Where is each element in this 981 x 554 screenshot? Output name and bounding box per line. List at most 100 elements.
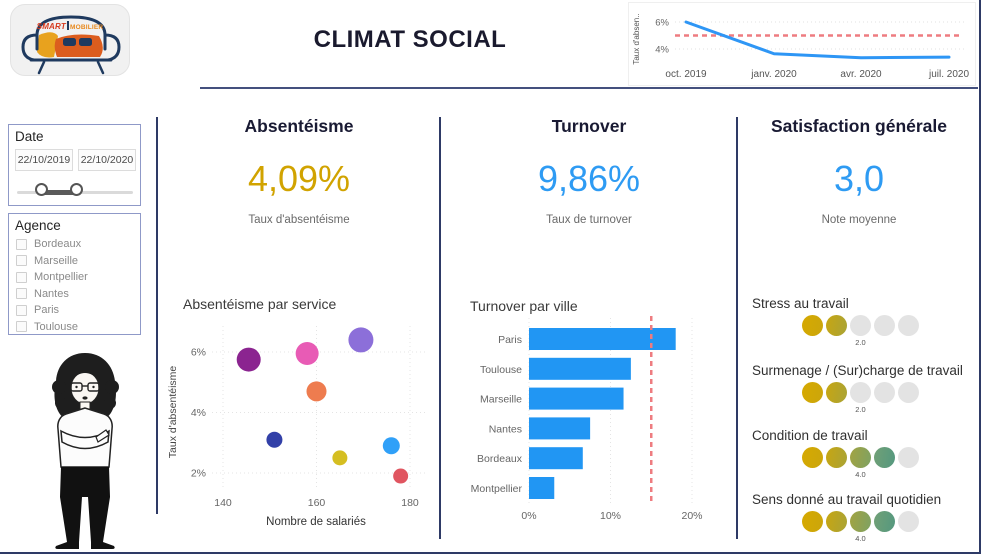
rating-dot-filled (850, 511, 871, 532)
turnover-bar[interactable] (529, 328, 676, 350)
rating-dot-filled (802, 511, 823, 532)
scatter-point[interactable] (295, 342, 319, 366)
rating-dot-filled (850, 447, 871, 468)
svg-text:4%: 4% (191, 407, 206, 419)
rating-dot-empty (850, 315, 871, 336)
checkbox-unchecked[interactable] (16, 255, 27, 266)
agence-option-toulouse[interactable]: Toulouse (16, 321, 140, 333)
turnover-par-ville-chart[interactable]: 0% 10% 20% Paris Toulouse Marseille Nantes Bord… (455, 312, 735, 537)
divider-col1-col2 (439, 117, 441, 539)
scatter-point[interactable] (393, 468, 409, 484)
brand-right: MOBILIER (69, 24, 104, 31)
svg-text:160: 160 (308, 497, 326, 509)
rating-dot-filled (874, 447, 895, 468)
woman-illustration (28, 345, 143, 552)
satisfaction-ratings: Stress au travail 2.0 Surmenage / (Sur)cha… (752, 0, 970, 552)
turnover-header: Turnover (551, 116, 627, 136)
turnover-bar[interactable] (529, 357, 631, 380)
scatter-point[interactable] (348, 327, 374, 353)
scatter-point[interactable] (266, 431, 283, 448)
agence-option-montpellier[interactable]: Montpellier (16, 271, 140, 283)
date-filter: Date (8, 124, 141, 206)
agence-option-label: Nantes (34, 287, 69, 300)
agence-option-label: Marseille (34, 254, 79, 267)
turnover-bar[interactable] (529, 477, 555, 499)
checkbox-unchecked[interactable] (16, 321, 27, 332)
turnover-kpi-value[interactable]: 9,86% (537, 158, 641, 199)
divider-col2-col3 (736, 117, 738, 539)
title-underline (200, 87, 978, 89)
scatter-point[interactable] (306, 381, 327, 402)
absenteisme-kpi-value[interactable]: 4,09% (247, 158, 351, 199)
rating-label: Surmenage / (Sur)charge de travail (752, 363, 963, 378)
turnover-bar[interactable] (529, 387, 624, 410)
rating-value: 2.0 (855, 405, 866, 414)
rating-value: 2.0 (855, 338, 866, 347)
absenteisme-kpi-caption: Taux d'absentéisme (248, 214, 350, 226)
svg-text:Nombre de salariés: Nombre de salariés (266, 516, 366, 528)
turnover-bar[interactable] (529, 447, 583, 470)
checkbox-unchecked[interactable] (16, 271, 27, 283)
svg-text:Paris: Paris (498, 334, 522, 346)
date-end-input[interactable] (78, 149, 136, 171)
svg-text:10%: 10% (600, 510, 621, 522)
scatter-point[interactable] (332, 450, 348, 466)
svg-text:janv. 2020: janv. 2020 (750, 69, 797, 80)
couch-icon (21, 15, 121, 75)
rating-dot-empty (898, 447, 919, 468)
svg-text:Marseille: Marseille (480, 394, 522, 406)
checkbox-unchecked[interactable] (16, 288, 27, 299)
turnover-kpi-caption: Taux de turnover (546, 214, 632, 226)
svg-text:4%: 4% (655, 45, 669, 56)
rating-dot-empty (874, 382, 895, 403)
scatter-chart-title: Absentéisme par service (183, 296, 337, 312)
date-filter-title: Date (15, 129, 44, 144)
agence-option-bordeaux[interactable]: Bordeaux (16, 238, 140, 250)
scatter-point[interactable] (236, 347, 261, 372)
slider-handle-end[interactable] (70, 183, 83, 196)
svg-text:Toulouse: Toulouse (480, 364, 522, 376)
svg-text:2%: 2% (191, 468, 206, 480)
rating-dot-filled (826, 511, 847, 532)
agence-option-nantes[interactable]: Nantes (16, 288, 140, 300)
rating-dot-filled (802, 315, 823, 336)
checkbox-unchecked[interactable] (16, 238, 27, 250)
agence-option-paris[interactable]: Paris (16, 304, 140, 316)
svg-text:180: 180 (401, 497, 419, 509)
rating-dots (802, 382, 919, 403)
rating-label: Sens donné au travail quotidien (752, 492, 942, 507)
rating-row: Surmenage / (Sur)charge de travail 2.0 (752, 363, 970, 414)
rating-dots (802, 315, 919, 336)
svg-text:avr. 2020: avr. 2020 (840, 69, 882, 80)
rating-label: Condition de travail (752, 428, 868, 443)
rating-dot-filled (826, 447, 847, 468)
rating-dot-empty (874, 315, 895, 336)
bar-chart-title: Turnover par ville (470, 298, 578, 314)
rating-dot-empty (898, 382, 919, 403)
svg-text:oct. 2019: oct. 2019 (665, 69, 707, 80)
rating-row: Condition de travail 4.0 (752, 428, 970, 479)
absenteisme-header: Absentéisme (244, 116, 354, 136)
slider-active-track[interactable] (42, 190, 77, 195)
agence-option-marseille[interactable]: Marseille (16, 255, 140, 267)
svg-text:0%: 0% (521, 510, 536, 522)
svg-text:Taux d'absen..: Taux d'absen.. (632, 13, 641, 64)
slider-handle-start[interactable] (35, 183, 48, 196)
checkbox-unchecked[interactable] (16, 304, 27, 316)
brand-divider (66, 21, 69, 30)
agence-option-label: Toulouse (34, 320, 79, 333)
absenteisme-par-service-chart[interactable]: 140 160 180 6% 4% 2% Nombre de salariés Taux d'… (166, 312, 432, 540)
rating-value: 4.0 (855, 470, 866, 479)
rating-dot-empty (898, 315, 919, 336)
rating-dot-filled (826, 382, 847, 403)
agence-option-label: Montpellier (34, 271, 88, 283)
absenteisme-trend-chart[interactable]: 6% 4% oct. 2019 janv. 2020 avr. 2020 juil. 20… (628, 2, 976, 86)
trend-line[interactable] (684, 20, 951, 60)
rating-dot-filled (802, 447, 823, 468)
date-start-input[interactable] (15, 149, 73, 171)
scatter-point[interactable] (382, 437, 400, 455)
satisfaction-kpi-value[interactable]: 3,0 (833, 158, 885, 199)
turnover-bar[interactable] (529, 417, 591, 440)
date-range-slider[interactable] (17, 183, 133, 201)
rating-label: Stress au travail (752, 296, 849, 311)
